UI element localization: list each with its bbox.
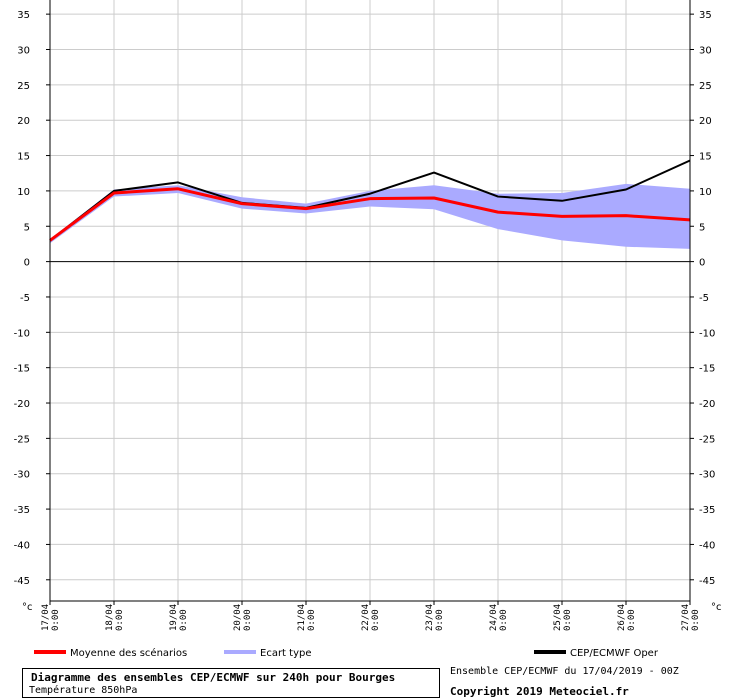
x-tick-date: 21/04	[297, 604, 307, 631]
y-tick-label-left: -45	[14, 576, 30, 587]
y-tick-label-left: 30	[17, 45, 30, 56]
unit-label-right: °c	[711, 602, 722, 613]
y-tick-label-left: -40	[14, 540, 30, 551]
y-tick-label-left: -15	[14, 364, 30, 375]
legend-oper-swatch	[534, 650, 566, 654]
y-tick-label-left: -25	[14, 434, 30, 445]
x-tick-label: 19/04 0:00	[169, 604, 189, 631]
x-tick-time: 0:00	[307, 609, 317, 631]
y-tick-label-left: 5	[24, 222, 30, 233]
y-tick-label-left: 25	[17, 81, 30, 92]
y-tick-label-right: 30	[699, 45, 712, 56]
y-tick-label-right: -45	[699, 576, 715, 587]
x-tick-time: 0:00	[115, 609, 125, 631]
legend-spread-swatch	[224, 650, 256, 654]
y-tick-label-right: -10	[699, 328, 715, 339]
y-tick-label-left: 15	[17, 152, 30, 163]
y-tick-label-right: -30	[699, 470, 715, 481]
x-tick-label: 26/04 0:00	[617, 604, 637, 631]
y-tick-label-right: 10	[699, 187, 712, 198]
x-tick-date: 26/04	[617, 604, 627, 631]
y-tick-label-right: 25	[699, 81, 712, 92]
y-tick-label-right: 0	[699, 258, 705, 269]
spread-band	[50, 183, 690, 249]
copyright: Copyright 2019 Meteociel.fr	[450, 685, 629, 698]
x-tick-label: 25/04 0:00	[553, 604, 573, 631]
x-tick-time: 0:00	[179, 609, 189, 631]
y-tick-label-left: -35	[14, 505, 30, 516]
legend: Moyenne des scénarios Ecart type CEP/ECMWF…	[34, 647, 659, 659]
y-tick-label-right: -35	[699, 505, 715, 516]
x-tick-label: 17/04 0:00	[41, 604, 61, 631]
x-tick-date: 17/04	[41, 604, 51, 631]
x-tick-label: 23/04 0:00	[425, 604, 445, 631]
x-tick-date: 27/04	[681, 604, 691, 631]
y-tick-label-left: 10	[17, 187, 30, 198]
x-tick-label: 18/04 0:00	[105, 604, 125, 631]
y-tick-label-right: -5	[699, 293, 709, 304]
title-box: Diagramme des ensembles CEP/ECMWF sur 24…	[22, 668, 440, 698]
y-tick-label-right: 20	[699, 116, 712, 127]
y-tick-label-left: 35	[17, 10, 30, 21]
plot-frame	[46, 0, 694, 605]
y-tick-label-left: -10	[14, 328, 30, 339]
y-tick-label-right: -40	[699, 540, 715, 551]
x-tick-time: 0:00	[243, 609, 253, 631]
x-tick-label: 24/04 0:00	[489, 604, 509, 631]
x-tick-date: 25/04	[553, 604, 563, 631]
x-tick-label: 27/04 0:00	[681, 604, 701, 631]
y-tick-label-left: -30	[14, 470, 30, 481]
chart-subtitle: Température 850hPa	[29, 685, 138, 696]
legend-mean-swatch	[34, 650, 66, 654]
y-tick-label-left: 20	[17, 116, 30, 127]
legend-oper-label: CEP/ECMWF Oper	[570, 648, 659, 659]
x-tick-date: 23/04	[425, 604, 435, 631]
x-tick-label: 20/04 0:00	[233, 604, 253, 631]
y-tick-label-right: -25	[699, 434, 715, 445]
y-tick-label-right: -15	[699, 364, 715, 375]
x-tick-time: 0:00	[435, 609, 445, 631]
x-tick-label: 22/04 0:00	[361, 604, 381, 631]
x-tick-date: 24/04	[489, 604, 499, 631]
legend-mean-label: Moyenne des scénarios	[70, 647, 187, 659]
legend-spread-label: Ecart type	[260, 648, 312, 659]
run-info: Ensemble CEP/ECMWF du 17/04/2019 - 00Z	[450, 666, 679, 677]
y-tick-label-right: -20	[699, 399, 715, 410]
x-tick-time: 0:00	[51, 609, 61, 631]
y-tick-label-right: 15	[699, 152, 712, 163]
y-tick-label-left: -5	[20, 293, 30, 304]
oper-series-line	[49, 159, 691, 242]
unit-label-left: °c	[22, 602, 33, 613]
x-tick-time: 0:00	[563, 609, 573, 631]
y-tick-label-right: 35	[699, 10, 712, 21]
x-tick-label: 21/04 0:00	[297, 604, 317, 631]
x-tick-time: 0:00	[691, 609, 701, 631]
grid	[50, 0, 690, 601]
chart-title: Diagramme des ensembles CEP/ECMWF sur 24…	[31, 671, 396, 684]
spread-area	[50, 183, 690, 249]
x-tick-date: 19/04	[169, 604, 179, 631]
y-tick-label-right: 5	[699, 222, 705, 233]
x-tick-time: 0:00	[499, 609, 509, 631]
y-tick-label-left: 0	[24, 258, 30, 269]
y-tick-label-left: -20	[14, 399, 30, 410]
mean-series-line	[49, 187, 691, 242]
series-lines	[49, 159, 691, 242]
x-tick-time: 0:00	[371, 609, 381, 631]
x-tick-date: 22/04	[361, 604, 371, 631]
x-tick-date: 20/04	[233, 604, 243, 631]
x-tick-labels: 17/04 0:00 18/04 0:00 19/04 0:00 20/04 0:00 21/0…	[41, 604, 701, 631]
y-tick-labels: 35 35 30 30 25 25 20 20 15 15 10 10 5 5 0 0 -5 -5 -10 -10 -1…	[14, 10, 722, 613]
x-tick-time: 0:00	[627, 609, 637, 631]
x-tick-date: 18/04	[105, 604, 115, 631]
